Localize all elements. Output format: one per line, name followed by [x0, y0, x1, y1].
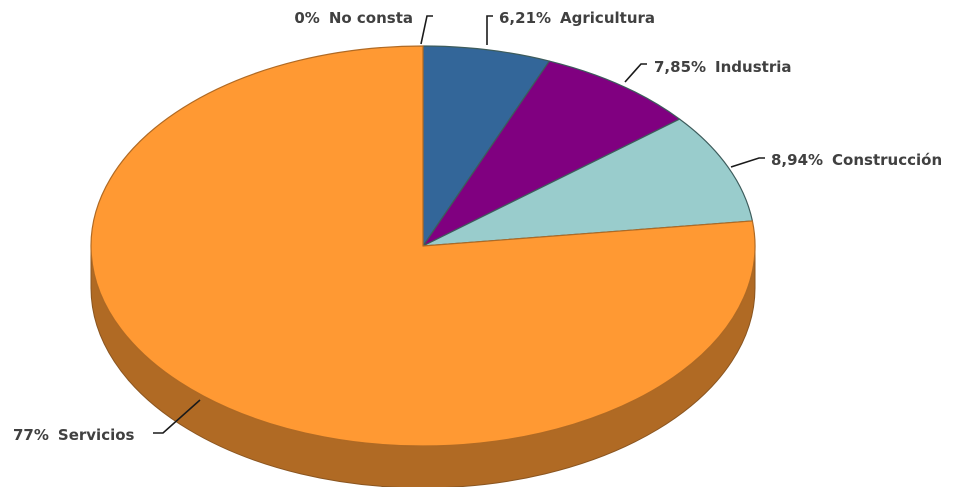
- slice-category-construccion: Construcción: [832, 151, 942, 169]
- pie-top-group: [90, 45, 756, 447]
- slice-value-industria: 7,85%: [654, 58, 706, 76]
- pie-slice-servicios: [90, 45, 756, 447]
- pie-slice-agricultura: [422, 45, 550, 247]
- slice-value-agricultura: 6,21%: [499, 9, 551, 27]
- slice-value-no-consta: 0%: [294, 9, 319, 27]
- slice-category-servicios: Servicios: [58, 426, 135, 444]
- leader-line-servicios: [153, 399, 201, 434]
- slice-category-no-consta: No consta: [329, 9, 413, 27]
- leader-line-no-consta: [420, 15, 433, 45]
- slice-label-construccion: 8,94% Construcción: [771, 151, 942, 169]
- pie-slice-industria: [422, 60, 681, 247]
- slice-label-servicios: 77% Servicios: [13, 426, 135, 444]
- slice-labels: 0% No consta 6,21% Agricultura 7,85% Industri…: [13, 9, 942, 444]
- slice-category-agricultura: Agricultura: [560, 9, 655, 27]
- slice-value-servicios: 77%: [13, 426, 49, 444]
- leader-lines: [153, 15, 765, 434]
- leader-line-industria: [624, 63, 647, 83]
- pie-slice-construccion: [422, 118, 753, 247]
- slice-label-industria: 7,85% Industria: [654, 58, 791, 76]
- leader-line-agricultura: [486, 15, 493, 45]
- leader-line-construccion: [730, 157, 765, 168]
- slice-category-industria: Industria: [715, 58, 791, 76]
- slice-value-construccion: 8,94%: [771, 151, 823, 169]
- slice-label-no-consta: 0% No consta: [294, 9, 413, 27]
- slice-label-agricultura: 6,21% Agricultura: [499, 9, 655, 27]
